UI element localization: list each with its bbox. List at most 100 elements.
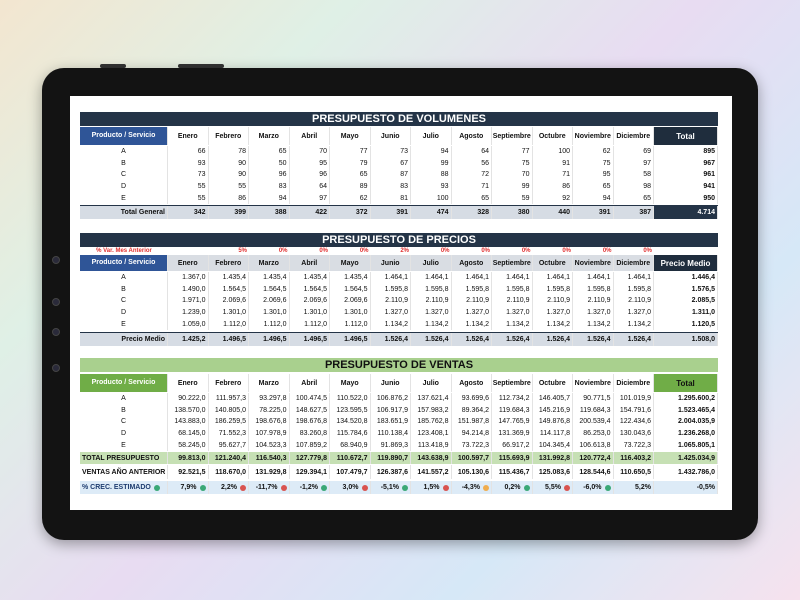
cell-text: 1.120,5 bbox=[691, 320, 715, 328]
cell: 93.699,6 bbox=[452, 393, 492, 405]
cell-text: 198.676,8 bbox=[295, 418, 327, 426]
cell: 391 bbox=[370, 206, 411, 219]
cell-text: 200.539,4 bbox=[579, 418, 611, 426]
cell: 2.110,9 bbox=[371, 295, 411, 307]
cell-text: 1.311,0 bbox=[692, 309, 715, 317]
cell-text: 183.651,9 bbox=[376, 418, 408, 426]
cell-text: Abril bbox=[301, 259, 318, 267]
cell-text: 116.403,2 bbox=[620, 454, 651, 462]
cell: 1.432.786,0 bbox=[654, 465, 718, 479]
cell-text: 107.978,9 bbox=[255, 430, 287, 438]
cell: 137.621,4 bbox=[411, 393, 452, 405]
cell-text: Febrero bbox=[215, 132, 242, 140]
row-label: C bbox=[80, 416, 168, 428]
cell: 1.526,4 bbox=[573, 333, 614, 346]
cell: 1.112,0 bbox=[209, 318, 249, 330]
cell: 115.784,6 bbox=[330, 427, 371, 440]
cell-text: 81 bbox=[400, 194, 408, 202]
cell: 4.714 bbox=[654, 206, 718, 219]
cell-text: 2.110,9 bbox=[385, 297, 408, 305]
cell-text: 91.869,3 bbox=[380, 441, 408, 449]
cell: 86 bbox=[533, 180, 573, 193]
cell: 0% bbox=[521, 248, 531, 254]
cell: 68.940,9 bbox=[330, 439, 371, 451]
cell-text: 59 bbox=[521, 194, 530, 202]
cell-text: Diciembre bbox=[616, 379, 651, 387]
cell: 1.134,2 bbox=[371, 318, 411, 330]
cell: 2.110,9 bbox=[492, 295, 533, 307]
cell: 65 bbox=[614, 192, 654, 204]
cell: 95.627,7 bbox=[209, 439, 249, 451]
cell-text: 1.425.034,9 bbox=[678, 454, 715, 462]
cell: 1.526,4 bbox=[370, 333, 411, 346]
cell: 115.436,7 bbox=[492, 465, 533, 479]
cell-text: 112.734,2 bbox=[498, 395, 530, 403]
cell: 1.595,8 bbox=[533, 283, 573, 296]
data-row: B 1.490,0 1.564,5 1.564,5 1.564,5 1.564,5 1.59… bbox=[80, 283, 718, 296]
cell: -6,0% bbox=[573, 481, 614, 494]
data-row: A 66 78 65 70 77 73 94 64 77 100 62 69 895 bbox=[80, 146, 718, 158]
cell: 119.684,3 bbox=[492, 404, 533, 417]
cell-text: 7,9% bbox=[180, 484, 197, 491]
cell-text: 148.627,5 bbox=[295, 406, 327, 414]
cell: 141.557,2 bbox=[411, 465, 452, 479]
cell-text: 1.464,1 bbox=[546, 274, 570, 282]
cell-text: 106.876,2 bbox=[376, 395, 408, 403]
cell: 78.225,0 bbox=[249, 404, 290, 417]
cell-text: 91 bbox=[562, 159, 570, 167]
cell: 2.069,6 bbox=[249, 295, 290, 307]
cell: 1.134,2 bbox=[614, 318, 654, 330]
row-label: Producto / Servicio bbox=[80, 255, 168, 271]
cell: 129.394,1 bbox=[289, 465, 330, 479]
cell-text: 1.327,0 bbox=[587, 309, 611, 317]
cell-text: Diciembre bbox=[616, 132, 651, 140]
cell-text: 440 bbox=[558, 209, 570, 216]
cell-text: 1.595,8 bbox=[384, 285, 408, 293]
cell-text: 71.552,3 bbox=[218, 430, 246, 438]
row-label: Producto / Servicio bbox=[80, 374, 168, 392]
cell-text: 1.464,1 bbox=[627, 274, 651, 282]
cell-text: 1.526,4 bbox=[384, 336, 408, 343]
cell-text: 895 bbox=[703, 148, 715, 156]
cell-text: Febrero bbox=[215, 379, 242, 387]
cell-text: 130.043,6 bbox=[619, 430, 651, 438]
table-title: PRESUPUESTO DE VOLUMENES bbox=[80, 112, 718, 126]
cell: 62 bbox=[330, 192, 371, 204]
cell: 422 bbox=[289, 206, 330, 219]
cell-text: 198.676,8 bbox=[255, 418, 287, 426]
cell-text: E bbox=[121, 441, 126, 449]
cell: Julio bbox=[411, 374, 452, 392]
cell: Diciembre bbox=[613, 374, 654, 392]
status-dot bbox=[564, 484, 570, 491]
cell-text: 86 bbox=[238, 194, 246, 202]
row-label: A bbox=[80, 146, 168, 158]
cell: 125.083,6 bbox=[532, 465, 573, 479]
cell-text: 961 bbox=[703, 171, 715, 179]
row-label: B bbox=[80, 157, 168, 170]
spreadsheet-screen bbox=[70, 96, 732, 510]
cell-text: Abril bbox=[301, 379, 318, 387]
cell-text: 1.301,0 bbox=[344, 309, 368, 317]
cell-text: Mayo bbox=[340, 259, 359, 267]
cell-text: 1.464,1 bbox=[465, 274, 489, 282]
cell: Octubre bbox=[532, 127, 573, 145]
cell-text: 100.597,7 bbox=[457, 454, 489, 462]
cell-text: 1.595,8 bbox=[425, 285, 449, 293]
cell-text: 185.762,8 bbox=[417, 418, 449, 426]
cell: 1.526,4 bbox=[532, 333, 573, 346]
cell: 121.240,4 bbox=[208, 452, 249, 464]
cell: 1.435,4 bbox=[330, 272, 371, 284]
cell: Noviembre bbox=[573, 374, 614, 392]
cell-text: Noviembre bbox=[574, 259, 611, 267]
cell: 967 bbox=[654, 157, 718, 170]
cell-text: 1.367,0 bbox=[182, 274, 206, 282]
cell-text: Febrero bbox=[215, 259, 242, 267]
cell: 961 bbox=[654, 169, 718, 181]
cell-text: 128.544,6 bbox=[579, 468, 611, 476]
cell: 1.526,4 bbox=[613, 333, 654, 346]
cell: 59 bbox=[492, 192, 533, 204]
cell-text: Marzo bbox=[258, 379, 279, 387]
cell-text: Octubre bbox=[538, 379, 566, 387]
cell: 1.464,1 bbox=[492, 272, 533, 284]
cell-text: 1.134,2 bbox=[627, 320, 651, 328]
